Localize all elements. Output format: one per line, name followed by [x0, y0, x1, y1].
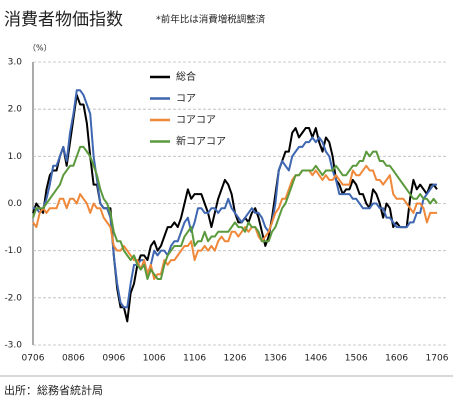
series-line — [32, 145, 438, 280]
x-tick-label: 1506 — [345, 354, 368, 364]
legend-label: 新コアコア — [176, 135, 226, 148]
x-tick-label: 1306 — [264, 354, 287, 364]
y-tick-label: 0.0 — [8, 199, 23, 209]
legend-label: コアコア — [176, 115, 216, 126]
chart-subtitle: *前年比は消費増税調整済 — [156, 14, 266, 26]
x-tick-label: 0706 — [22, 354, 45, 364]
x-tick-label: 1006 — [143, 354, 166, 364]
x-tick-label: 0906 — [102, 354, 125, 364]
chart-title: 消費者物価指数 — [4, 10, 123, 30]
x-tick-label: 1106 — [183, 354, 206, 364]
y-tick-label: -1.0 — [4, 246, 22, 256]
x-tick-label: 1206 — [224, 354, 247, 364]
x-tick-label: 1406 — [304, 354, 327, 364]
x-tick-label: 0806 — [62, 354, 85, 364]
series-line — [32, 164, 437, 280]
y-tick-label: -3.0 — [4, 341, 22, 351]
legend-label: 総合 — [176, 70, 196, 83]
y-axis-label: （%） — [28, 44, 52, 53]
y-tick-label: 1.0 — [8, 152, 23, 162]
y-tick-label: 2.0 — [8, 105, 23, 115]
y-tick-label: 3.0 — [8, 58, 23, 68]
series-line — [32, 94, 438, 323]
series-line — [33, 89, 437, 309]
x-tick-label: 1706 — [426, 354, 449, 364]
legend-label: コア — [176, 94, 196, 105]
x-tick-label: 1606 — [385, 354, 408, 364]
source: 出所：総務省統計局 — [4, 383, 103, 397]
y-tick-label: -2.0 — [4, 293, 22, 303]
